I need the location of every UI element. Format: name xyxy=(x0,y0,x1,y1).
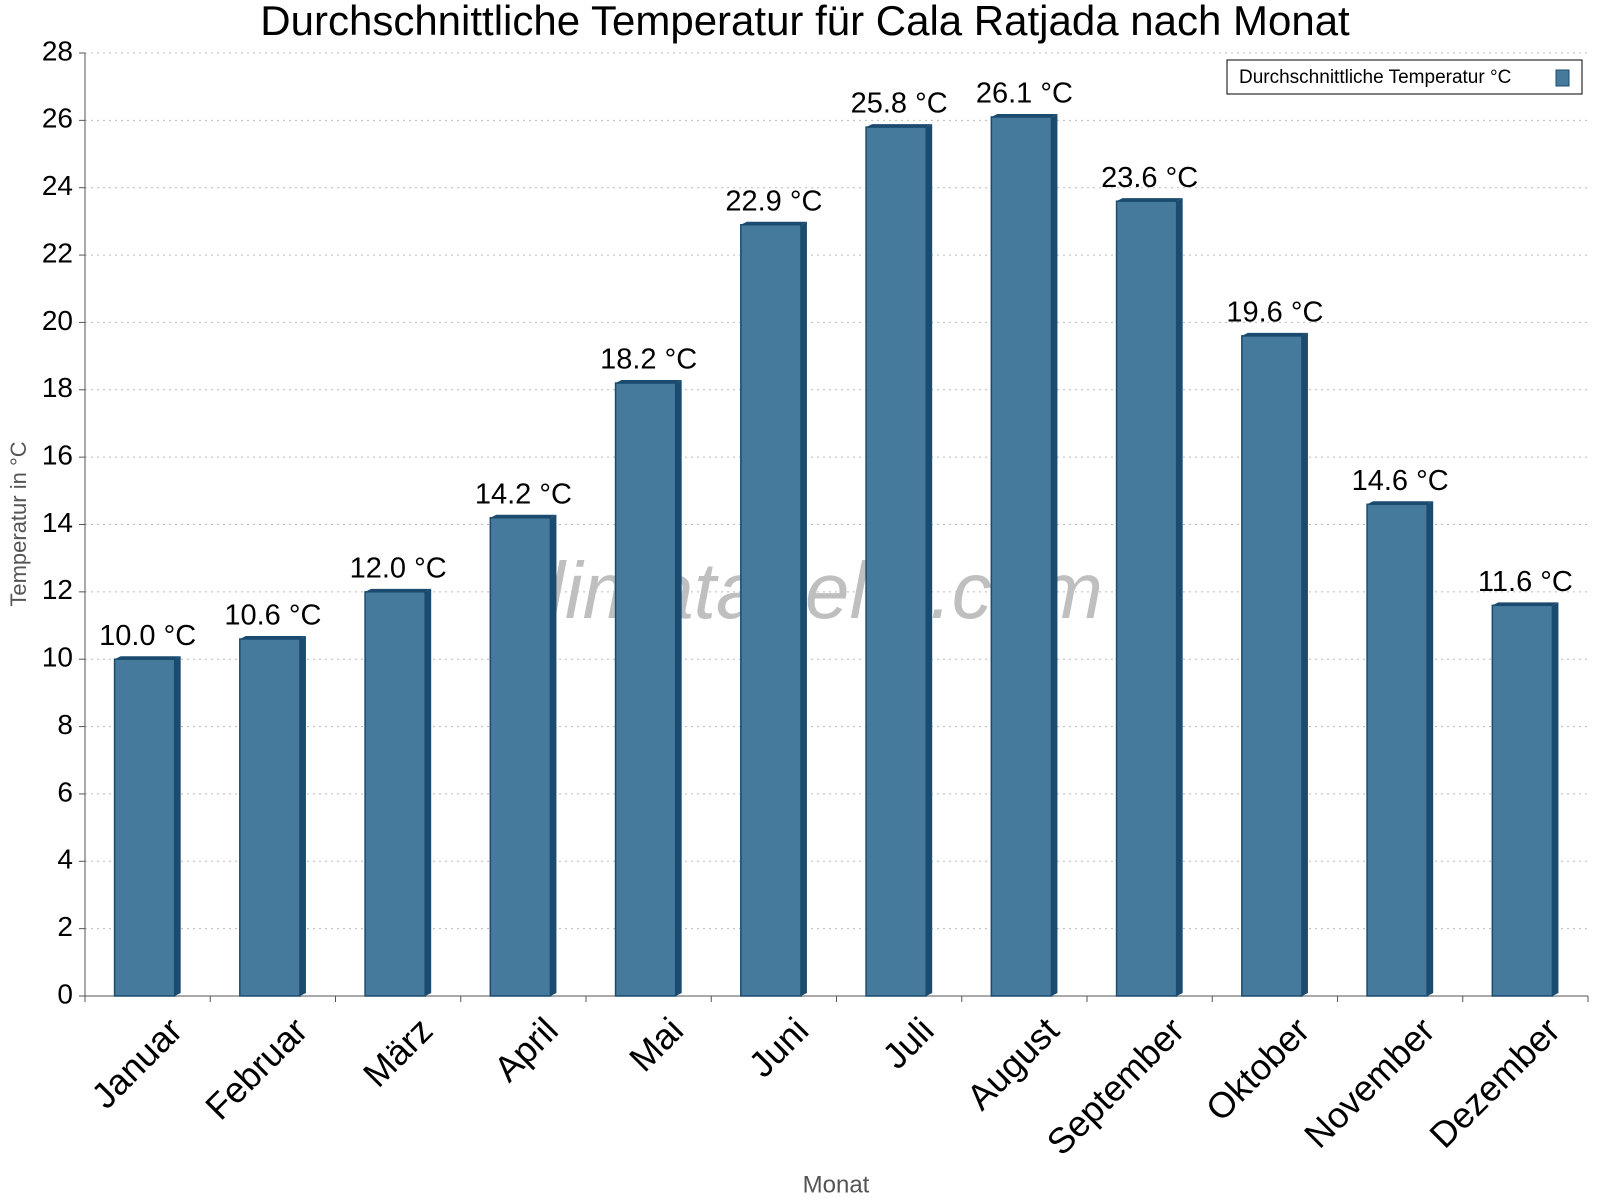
bar-side xyxy=(1427,501,1434,996)
data-label: 26.1 °C xyxy=(976,78,1073,110)
bar xyxy=(865,126,927,997)
bar-side xyxy=(675,380,682,996)
bar-side xyxy=(926,124,933,997)
bar-top xyxy=(615,380,682,384)
bar xyxy=(1241,335,1303,997)
data-label: 23.6 °C xyxy=(1101,162,1198,194)
y-tick-label: 20 xyxy=(42,305,73,336)
bar xyxy=(1115,200,1178,997)
data-label: 10.0 °C xyxy=(99,620,196,652)
bar xyxy=(1491,604,1554,997)
legend-box xyxy=(1226,59,1583,95)
legend: Durchschnittliche Temperatur °C xyxy=(1226,59,1583,95)
bar-side xyxy=(1552,602,1559,996)
y-tick-label: 16 xyxy=(42,440,73,471)
data-label: 14.2 °C xyxy=(475,478,572,510)
bar xyxy=(990,116,1053,997)
y-tick-label: 8 xyxy=(57,709,73,740)
data-label: 18.2 °C xyxy=(600,344,697,376)
bar xyxy=(489,517,552,997)
bar xyxy=(614,382,677,997)
y-axis-label: Temperatur in °C xyxy=(6,441,31,606)
bar-side xyxy=(299,636,306,996)
bar xyxy=(740,224,802,997)
y-tick-label: 10 xyxy=(42,642,73,673)
data-label: 12.0 °C xyxy=(350,553,447,585)
data-label: 10.6 °C xyxy=(224,600,321,632)
bar-side xyxy=(174,656,181,996)
y-tick-label: 24 xyxy=(42,170,73,201)
data-label: 11.6 °C xyxy=(1478,566,1573,598)
y-tick-label: 4 xyxy=(57,844,73,875)
bar-top xyxy=(740,221,807,225)
bar-side xyxy=(425,588,432,996)
y-tick-label: 18 xyxy=(42,372,73,403)
bar xyxy=(113,658,176,997)
legend-swatch xyxy=(1555,69,1570,87)
y-tick-label: 6 xyxy=(57,776,73,807)
bar xyxy=(1366,503,1428,997)
y-tick-label: 2 xyxy=(57,911,73,942)
data-label: 25.8 °C xyxy=(851,88,948,120)
y-tick-label: 28 xyxy=(42,35,73,66)
bar xyxy=(364,591,426,997)
bar xyxy=(239,638,301,997)
bar-side xyxy=(1051,113,1058,997)
y-tick-label: 26 xyxy=(42,103,73,134)
y-tick-label: 14 xyxy=(42,507,73,538)
legend-label: Durchschnittliche Temperatur °C xyxy=(1239,67,1511,88)
bar-side xyxy=(800,221,807,996)
chart-title: Durchschnittliche Temperatur für Cala Ra… xyxy=(260,0,1350,44)
data-label: 19.6 °C xyxy=(1226,297,1323,329)
y-tick-label: 12 xyxy=(42,574,73,605)
data-label: 14.6 °C xyxy=(1352,465,1449,497)
y-tick-label: 22 xyxy=(42,237,73,268)
data-label: 22.9 °C xyxy=(725,185,822,217)
y-tick-label: 0 xyxy=(57,978,73,1009)
bar-side xyxy=(550,514,557,996)
bar-top xyxy=(114,656,181,660)
bar-side xyxy=(1301,332,1308,996)
bar-side xyxy=(1176,198,1183,996)
x-axis-label: Monat xyxy=(803,1171,870,1198)
